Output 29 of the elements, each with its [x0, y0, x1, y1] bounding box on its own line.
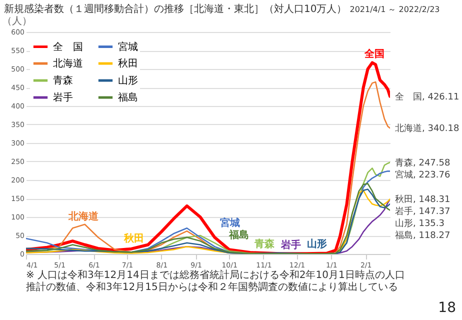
chart-title: 新規感染者数（１週間移動合計）の推移［北海道・東北］（対人口10万人）	[4, 4, 347, 15]
chart-subtitle: 2021/4/1 ～ 2022/2/23	[350, 5, 440, 14]
legend-label: 北海道	[53, 58, 83, 70]
legend-label: 秋田	[118, 58, 138, 70]
y-axis-title: （人）	[2, 15, 32, 28]
annotation: 岩手	[280, 239, 301, 252]
annotation: 北海道	[68, 210, 100, 222]
legend-label: 全 国	[53, 40, 83, 53]
annotation: 青森	[253, 238, 276, 250]
legend-label: 青森	[53, 74, 73, 86]
annotation: 宮城	[220, 216, 240, 229]
data-label: 全 国, 426.11	[395, 91, 460, 102]
annotation: 全国	[364, 48, 385, 60]
text: ※ 人口は令和3年12月14日までは総務省統計局における令和2年10月1日時点の人口推計の数値、令和3年12月15日からは令和２年国勢調査の数値により算出している	[26, 270, 406, 294]
data-label: 山形, 135.3	[395, 218, 444, 230]
legend-label: 山形	[118, 74, 138, 86]
annotation: 秋田	[123, 232, 144, 244]
legend-label: 岩手	[53, 92, 73, 104]
data-label: 北海道, 340.18	[395, 123, 460, 134]
annotation: 福島	[228, 229, 249, 242]
data-label: 青森, 247.58	[395, 157, 450, 168]
legend-label: 福島	[118, 92, 138, 104]
annotation: 山形	[307, 238, 328, 250]
text: 18	[438, 300, 456, 316]
data-label: 岩手, 147.37	[395, 206, 450, 218]
data-label: 秋田, 148.31	[395, 194, 450, 206]
legend-label: 宮城	[118, 40, 138, 53]
data-label: 宮城, 223.76	[395, 169, 450, 180]
data-label: 福島, 118.27	[395, 230, 450, 242]
